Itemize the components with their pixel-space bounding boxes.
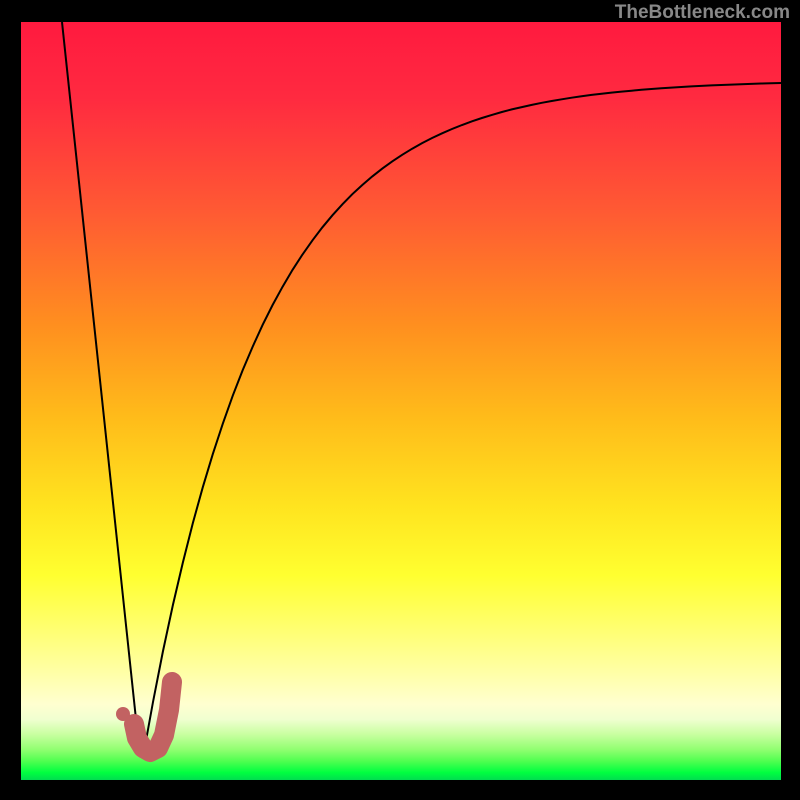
- watermark: TheBottleneck.com: [615, 2, 790, 24]
- gradient-chart-area: [21, 22, 781, 780]
